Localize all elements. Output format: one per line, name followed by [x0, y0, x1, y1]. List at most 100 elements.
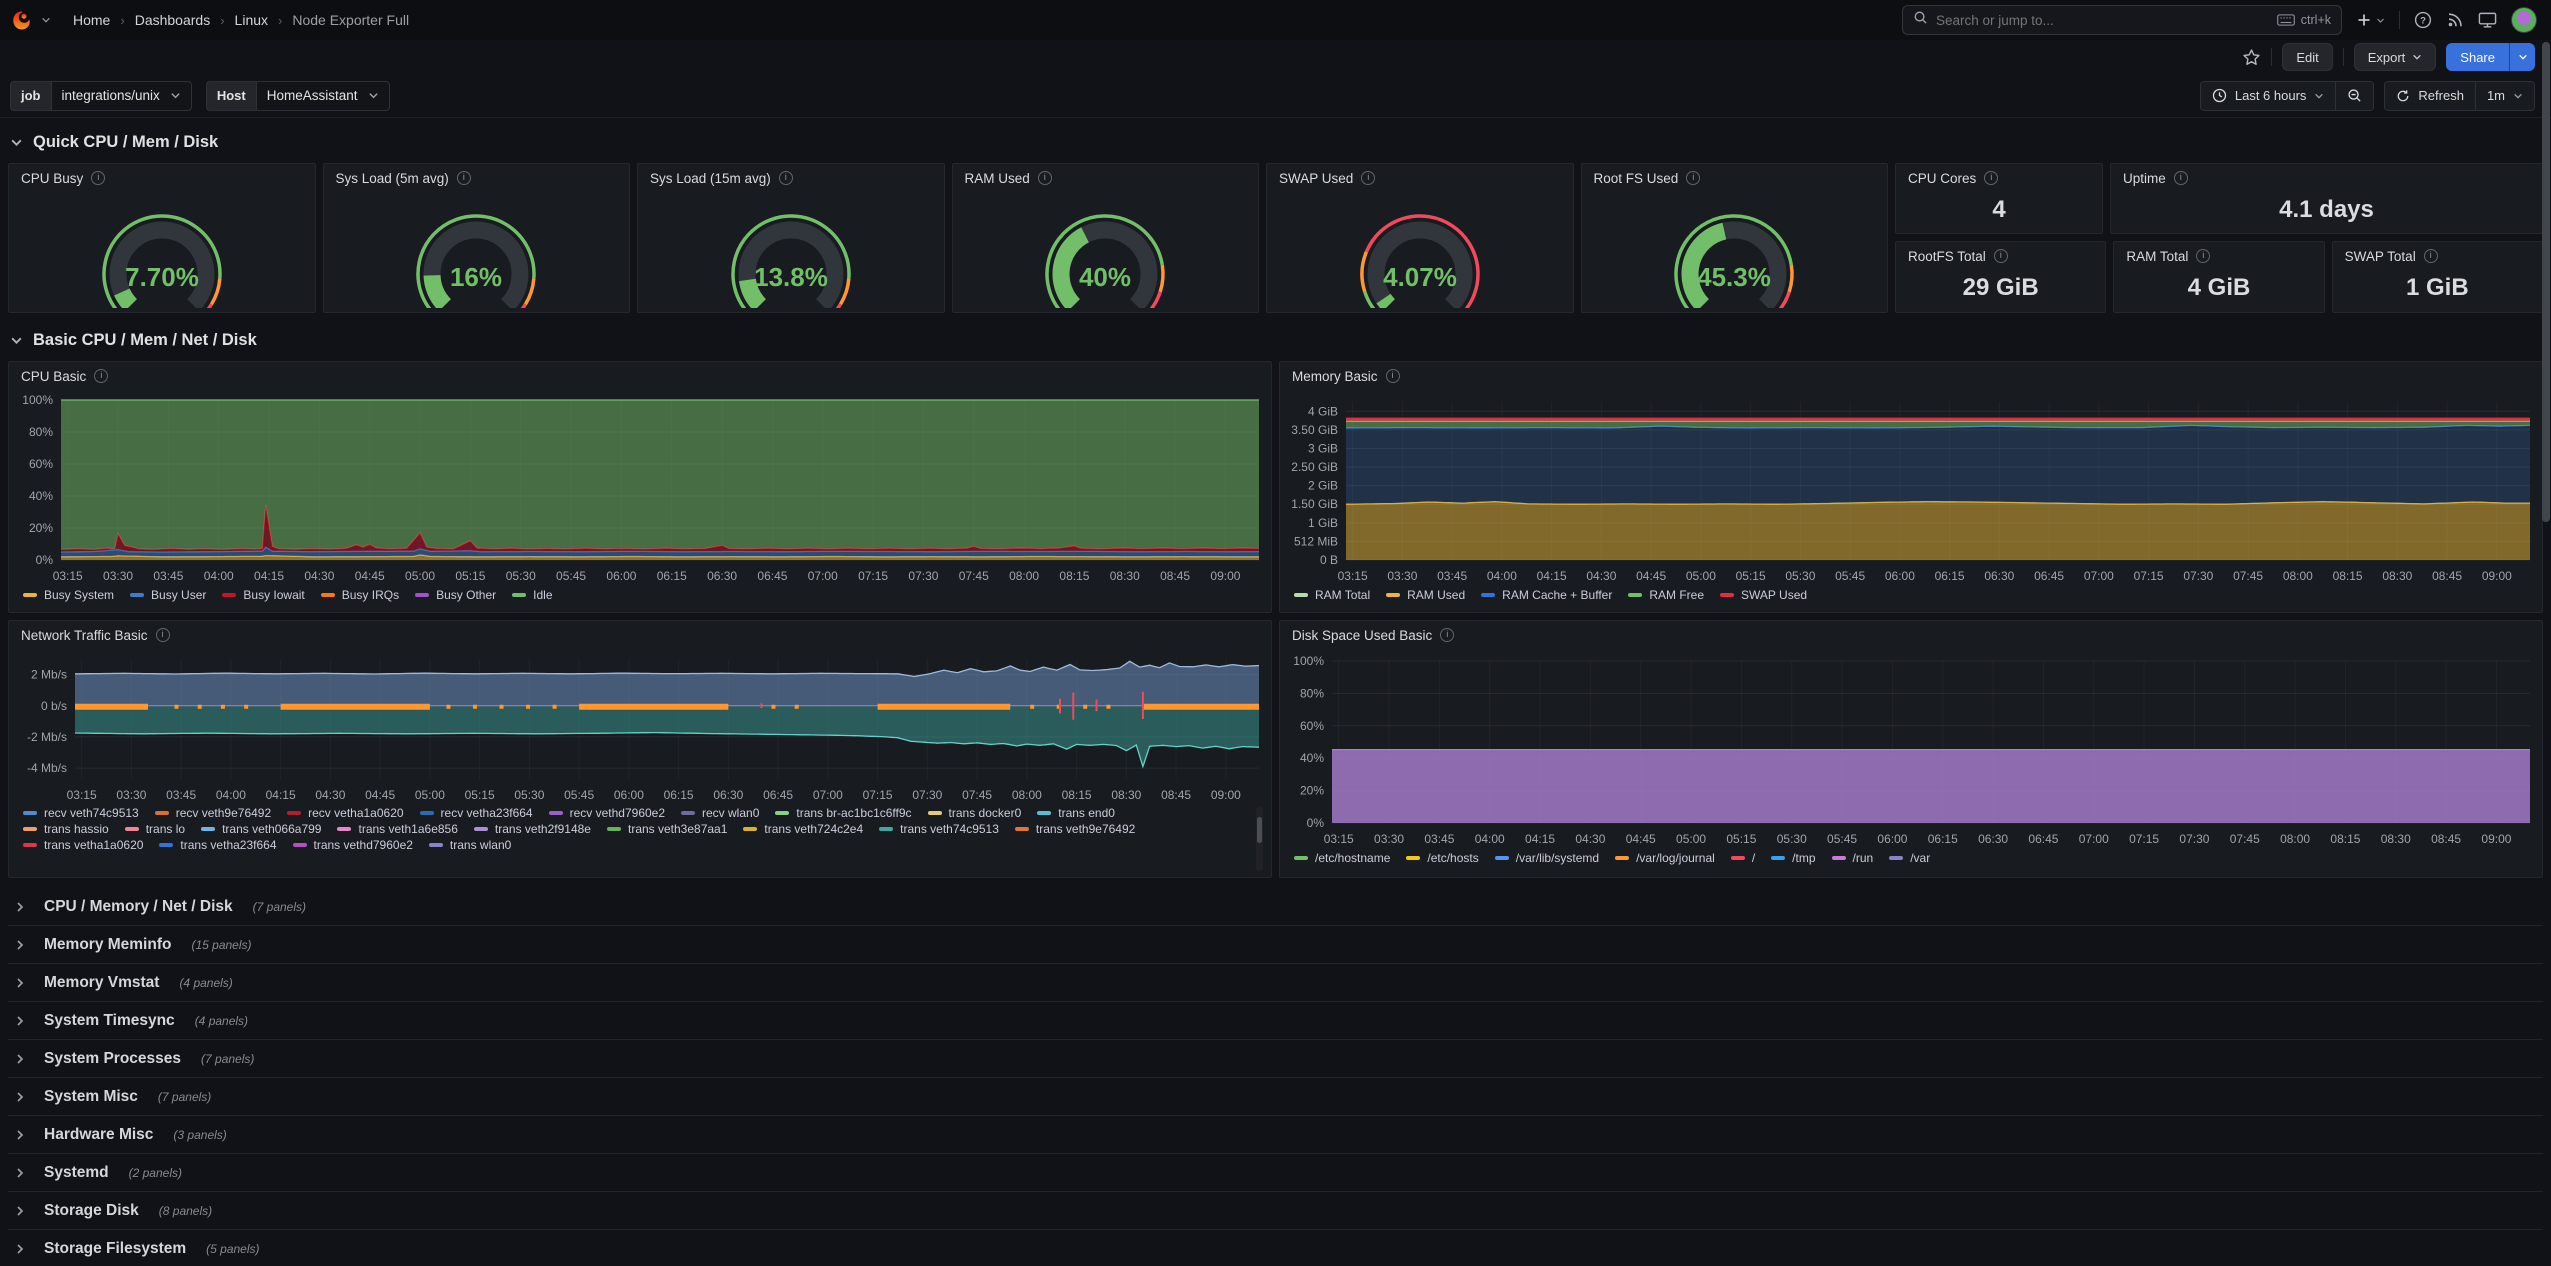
- legend-item[interactable]: /etc/hostname: [1294, 851, 1390, 865]
- panel-title[interactable]: SWAP Used: [1279, 170, 1354, 186]
- info-icon[interactable]: i: [1993, 249, 2008, 263]
- info-icon[interactable]: i: [2423, 249, 2438, 263]
- legend-item[interactable]: trans vetha1a0620: [23, 838, 143, 852]
- legend-item[interactable]: /run: [1831, 851, 1873, 865]
- legend-item[interactable]: trans veth2f9148e: [473, 822, 591, 836]
- help-icon[interactable]: ?: [2414, 11, 2432, 29]
- legend-item[interactable]: trans lo: [124, 822, 185, 836]
- refresh-button[interactable]: Refresh: [2385, 81, 2475, 110]
- info-icon[interactable]: i: [1686, 171, 1701, 185]
- panel-title[interactable]: Root FS Used: [1593, 170, 1679, 186]
- section-row-basic[interactable]: Basic CPU / Mem / Net / Disk: [10, 327, 2543, 353]
- info-icon[interactable]: i: [94, 369, 109, 383]
- info-icon[interactable]: i: [778, 171, 793, 185]
- legend-item[interactable]: trans docker0: [927, 806, 1021, 820]
- legend-scrollbar[interactable]: [1256, 807, 1263, 871]
- panel-title[interactable]: Uptime: [2123, 170, 2166, 186]
- collapsed-row[interactable]: System Processes (7 panels): [8, 1040, 2543, 1078]
- legend-item[interactable]: trans veth724c2e4: [743, 822, 863, 836]
- legend-item[interactable]: RAM Free: [1628, 588, 1704, 602]
- info-icon[interactable]: i: [2196, 249, 2211, 263]
- collapsed-row[interactable]: System Misc (7 panels): [8, 1078, 2543, 1116]
- time-range-picker[interactable]: Last 6 hours: [2200, 81, 2336, 110]
- info-icon[interactable]: i: [1037, 171, 1052, 185]
- zoom-out-button[interactable]: [2335, 81, 2374, 110]
- legend-item[interactable]: trans end0: [1037, 806, 1115, 820]
- legend-item[interactable]: RAM Used: [1386, 588, 1465, 602]
- breadcrumb-linux[interactable]: Linux: [234, 12, 269, 28]
- panel-title[interactable]: RAM Total: [2126, 248, 2189, 264]
- breadcrumb-dashboards[interactable]: Dashboards: [134, 12, 211, 28]
- legend-item[interactable]: Busy System: [23, 588, 114, 602]
- panel-title[interactable]: Sys Load (5m avg): [335, 170, 449, 186]
- panel-title[interactable]: Memory Basic: [1292, 368, 1378, 384]
- star-icon[interactable]: [2242, 48, 2261, 67]
- grafana-logo[interactable]: [10, 9, 33, 32]
- legend-item[interactable]: trans veth1a6e856: [337, 822, 458, 836]
- panel-title[interactable]: CPU Cores: [1908, 170, 1977, 186]
- legend-item[interactable]: Idle: [512, 588, 553, 602]
- panel-title[interactable]: RAM Used: [964, 170, 1030, 186]
- legend-item[interactable]: trans br-ac1bc1c6ff9c: [775, 806, 912, 820]
- section-row-quick[interactable]: Quick CPU / Mem / Disk: [10, 129, 2543, 155]
- collapsed-row[interactable]: Systemd (2 panels): [8, 1154, 2543, 1192]
- legend-item[interactable]: RAM Total: [1294, 588, 1370, 602]
- legend-item[interactable]: trans veth066a799: [201, 822, 321, 836]
- info-icon[interactable]: i: [91, 171, 106, 185]
- share-button[interactable]: Share: [2446, 43, 2509, 71]
- panel-title[interactable]: SWAP Total: [2344, 248, 2416, 264]
- collapsed-row[interactable]: Hardware Misc (3 panels): [8, 1116, 2543, 1154]
- legend-item[interactable]: recv vetha23f664: [419, 806, 533, 820]
- user-avatar[interactable]: [2511, 7, 2537, 33]
- page-scrollbar[interactable]: [2542, 42, 2550, 1262]
- legend-item[interactable]: trans hassio: [23, 822, 109, 836]
- legend-item[interactable]: recv veth9e76492: [154, 806, 271, 820]
- refresh-interval-select[interactable]: 1m: [2474, 81, 2534, 110]
- edit-button[interactable]: Edit: [2282, 43, 2333, 71]
- collapsed-row[interactable]: Memory Vmstat (4 panels): [8, 964, 2543, 1002]
- legend-item[interactable]: recv veth74c9513: [23, 806, 139, 820]
- legend-item[interactable]: trans veth74c9513: [879, 822, 999, 836]
- info-icon[interactable]: i: [1984, 171, 1999, 185]
- panel-title[interactable]: CPU Busy: [21, 170, 84, 186]
- collapsed-row[interactable]: System Timesync (4 panels): [8, 1002, 2543, 1040]
- monitor-icon[interactable]: [2478, 11, 2497, 29]
- collapsed-row[interactable]: Storage Disk (8 panels): [8, 1192, 2543, 1230]
- legend-item[interactable]: RAM Cache + Buffer: [1481, 588, 1612, 602]
- disk-space-chart[interactable]: 0% 20% 40% 60% 80% 100% 03:15 03:30 03:45 04:00 04…: [1280, 649, 2540, 849]
- legend-item[interactable]: Busy IRQs: [320, 588, 399, 602]
- collapsed-row[interactable]: Memory Meminfo (15 panels): [8, 926, 2543, 964]
- share-menu-caret[interactable]: [2509, 43, 2535, 71]
- legend-item[interactable]: recv wlan0: [681, 806, 759, 820]
- legend-item[interactable]: Busy User: [130, 588, 206, 602]
- legend-item[interactable]: /tmp: [1771, 851, 1816, 865]
- legend-item[interactable]: Busy Iowait: [222, 588, 305, 602]
- panel-title[interactable]: Sys Load (15m avg): [650, 170, 771, 186]
- info-icon[interactable]: i: [155, 628, 170, 642]
- breadcrumb-home[interactable]: Home: [73, 12, 111, 28]
- legend-item[interactable]: /var: [1889, 851, 1930, 865]
- export-button[interactable]: Export: [2353, 43, 2437, 71]
- news-icon[interactable]: [2446, 11, 2464, 29]
- legend-item[interactable]: SWAP Used: [1720, 588, 1807, 602]
- panel-title[interactable]: Disk Space Used Basic: [1292, 627, 1433, 643]
- legend-item[interactable]: recv vetha1a0620: [287, 806, 404, 820]
- legend-item[interactable]: Busy Other: [415, 588, 496, 602]
- variable-host-select[interactable]: HomeAssistant: [255, 80, 390, 111]
- add-new-button[interactable]: [2356, 12, 2385, 28]
- legend-item[interactable]: trans wlan0: [428, 838, 511, 852]
- panel-title[interactable]: CPU Basic: [21, 368, 87, 384]
- legend-item[interactable]: /etc/hosts: [1406, 851, 1479, 865]
- info-icon[interactable]: i: [1440, 628, 1455, 642]
- info-icon[interactable]: i: [2173, 171, 2188, 185]
- legend-item[interactable]: /var/log/journal: [1615, 851, 1715, 865]
- chevron-down-icon[interactable]: [41, 15, 51, 25]
- legend-item[interactable]: recv vethd7960e2: [548, 806, 665, 820]
- info-icon[interactable]: i: [1385, 369, 1400, 383]
- legend-item[interactable]: trans vethd7960e2: [292, 838, 413, 852]
- info-icon[interactable]: i: [1361, 171, 1376, 185]
- cpu-basic-chart[interactable]: 0% 20% 40% 60% 80% 100% 03:15 03:30 03:45 04:00 04…: [9, 390, 1269, 586]
- memory-basic-chart[interactable]: 0 B 512 MiB 1 GiB 1.50 GiB 2 GiB 2.50 GiB 3 Gi…: [1280, 390, 2540, 586]
- collapsed-row[interactable]: CPU / Memory / Net / Disk (7 panels): [8, 888, 2543, 926]
- legend-item[interactable]: trans veth9e76492: [1014, 822, 1135, 836]
